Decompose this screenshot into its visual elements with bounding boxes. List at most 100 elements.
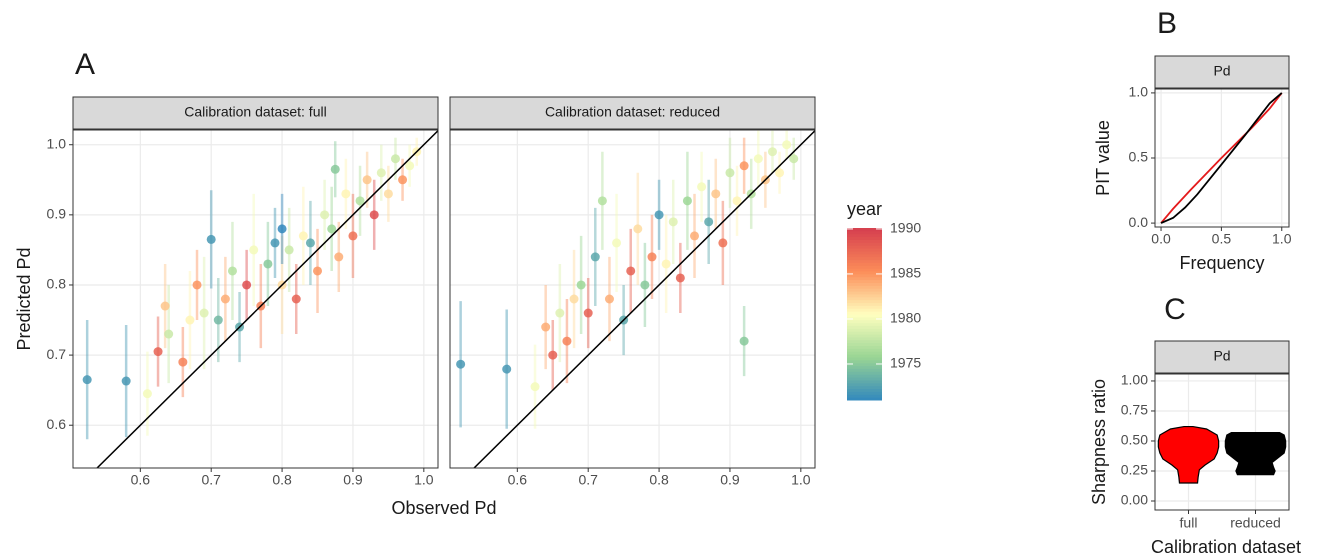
point <box>775 168 785 178</box>
colorbar-step <box>847 242 882 246</box>
point <box>725 168 735 178</box>
point <box>732 196 742 206</box>
x-tick-label: 1.0 <box>791 472 811 488</box>
point <box>121 376 131 386</box>
panel-label: C <box>1164 293 1186 326</box>
points <box>456 130 799 429</box>
colorbar-step <box>847 305 882 309</box>
colorbar-step <box>847 397 882 401</box>
point <box>548 350 558 360</box>
panel-label: A <box>75 48 95 81</box>
point <box>334 252 344 262</box>
colorbar-step <box>847 271 882 275</box>
point <box>405 161 415 171</box>
panel-border <box>449 129 816 469</box>
colorbar-step <box>847 265 882 269</box>
point <box>153 347 163 357</box>
colorbar-step <box>847 394 882 398</box>
plot-background <box>450 130 815 468</box>
point <box>633 224 643 234</box>
point <box>185 315 195 325</box>
strip-label: Calibration dataset: full <box>184 104 326 120</box>
colorbar-step <box>847 308 882 312</box>
colorbar-step <box>847 236 882 240</box>
colorbar-step <box>847 262 882 266</box>
point <box>590 252 600 262</box>
point <box>369 210 379 220</box>
y-tick-label: 0.50 <box>1121 432 1148 448</box>
colorbar-step <box>847 391 882 395</box>
identity-line <box>96 130 438 468</box>
colorbar-step <box>847 382 882 387</box>
y-tick-label: 0.5 <box>1129 149 1149 165</box>
colorbar-step <box>847 291 882 295</box>
point <box>355 196 365 206</box>
point <box>541 322 551 332</box>
x-tick-label: 0.7 <box>201 472 221 488</box>
x-tick-label: 0.5 <box>1212 231 1232 247</box>
colorbar-label: 1985 <box>890 265 921 281</box>
colorbar-step <box>847 253 882 258</box>
colorbar-step <box>847 368 882 372</box>
point <box>164 329 174 339</box>
point <box>199 308 209 318</box>
colorbar-step <box>847 357 882 361</box>
strip <box>1154 55 1290 89</box>
point <box>178 357 188 367</box>
point <box>502 364 512 374</box>
point <box>192 280 202 290</box>
strip <box>449 96 816 130</box>
colorbar-step <box>847 296 882 301</box>
point <box>682 196 692 206</box>
y-tick-label: 0.00 <box>1121 492 1148 508</box>
point <box>661 259 671 269</box>
point <box>739 161 749 171</box>
colorbar-step <box>847 311 882 315</box>
point <box>82 375 92 385</box>
colorbar-step <box>847 334 882 338</box>
x-axis-title: Calibration dataset <box>1151 537 1301 557</box>
point <box>555 308 565 318</box>
colorbar-step <box>847 299 882 304</box>
point <box>569 294 579 304</box>
colorbar-step <box>847 348 882 352</box>
point <box>298 231 308 241</box>
point <box>305 238 315 248</box>
colorbar-step <box>847 259 882 263</box>
x-tick-label: 1.0 <box>1272 231 1292 247</box>
point <box>782 140 792 150</box>
y-tick-label: 0.7 <box>47 346 67 362</box>
x-tick-label: 0.9 <box>343 472 363 488</box>
colorbar-step <box>847 336 882 341</box>
colorbar-step <box>847 388 882 392</box>
x-tick-label: 0.6 <box>131 472 151 488</box>
y-axis-title: Sharpness ratio <box>1089 379 1109 505</box>
x-tick-label: 0.8 <box>272 472 292 488</box>
colorbar-step <box>847 314 882 318</box>
strip <box>1154 340 1290 374</box>
point <box>612 238 622 248</box>
colorbar-step <box>847 339 882 344</box>
x-tick-label: 1.0 <box>414 472 434 488</box>
panel-border <box>72 129 439 469</box>
y-tick-label: 0.9 <box>47 206 67 222</box>
colorbar-step <box>847 331 882 335</box>
colorbar-step <box>847 345 882 349</box>
point <box>390 154 400 164</box>
colorbar-label: 1990 <box>890 220 921 236</box>
point <box>597 196 607 206</box>
y-tick-label: 0.6 <box>47 416 67 432</box>
colorbar-step <box>847 371 882 375</box>
panel-label: B <box>1157 7 1177 40</box>
y-axis-title: Predicted Pd <box>14 247 34 350</box>
point <box>330 164 340 174</box>
violin <box>1224 431 1287 476</box>
strip-label: Calibration dataset: reduced <box>545 104 720 120</box>
colorbar-step <box>847 362 882 367</box>
colorbar-step <box>847 273 882 278</box>
colorbar-label: 1980 <box>890 310 921 326</box>
colorbar-step <box>847 342 882 347</box>
colorbar-step <box>847 256 882 261</box>
point <box>362 175 372 185</box>
point <box>284 245 294 255</box>
